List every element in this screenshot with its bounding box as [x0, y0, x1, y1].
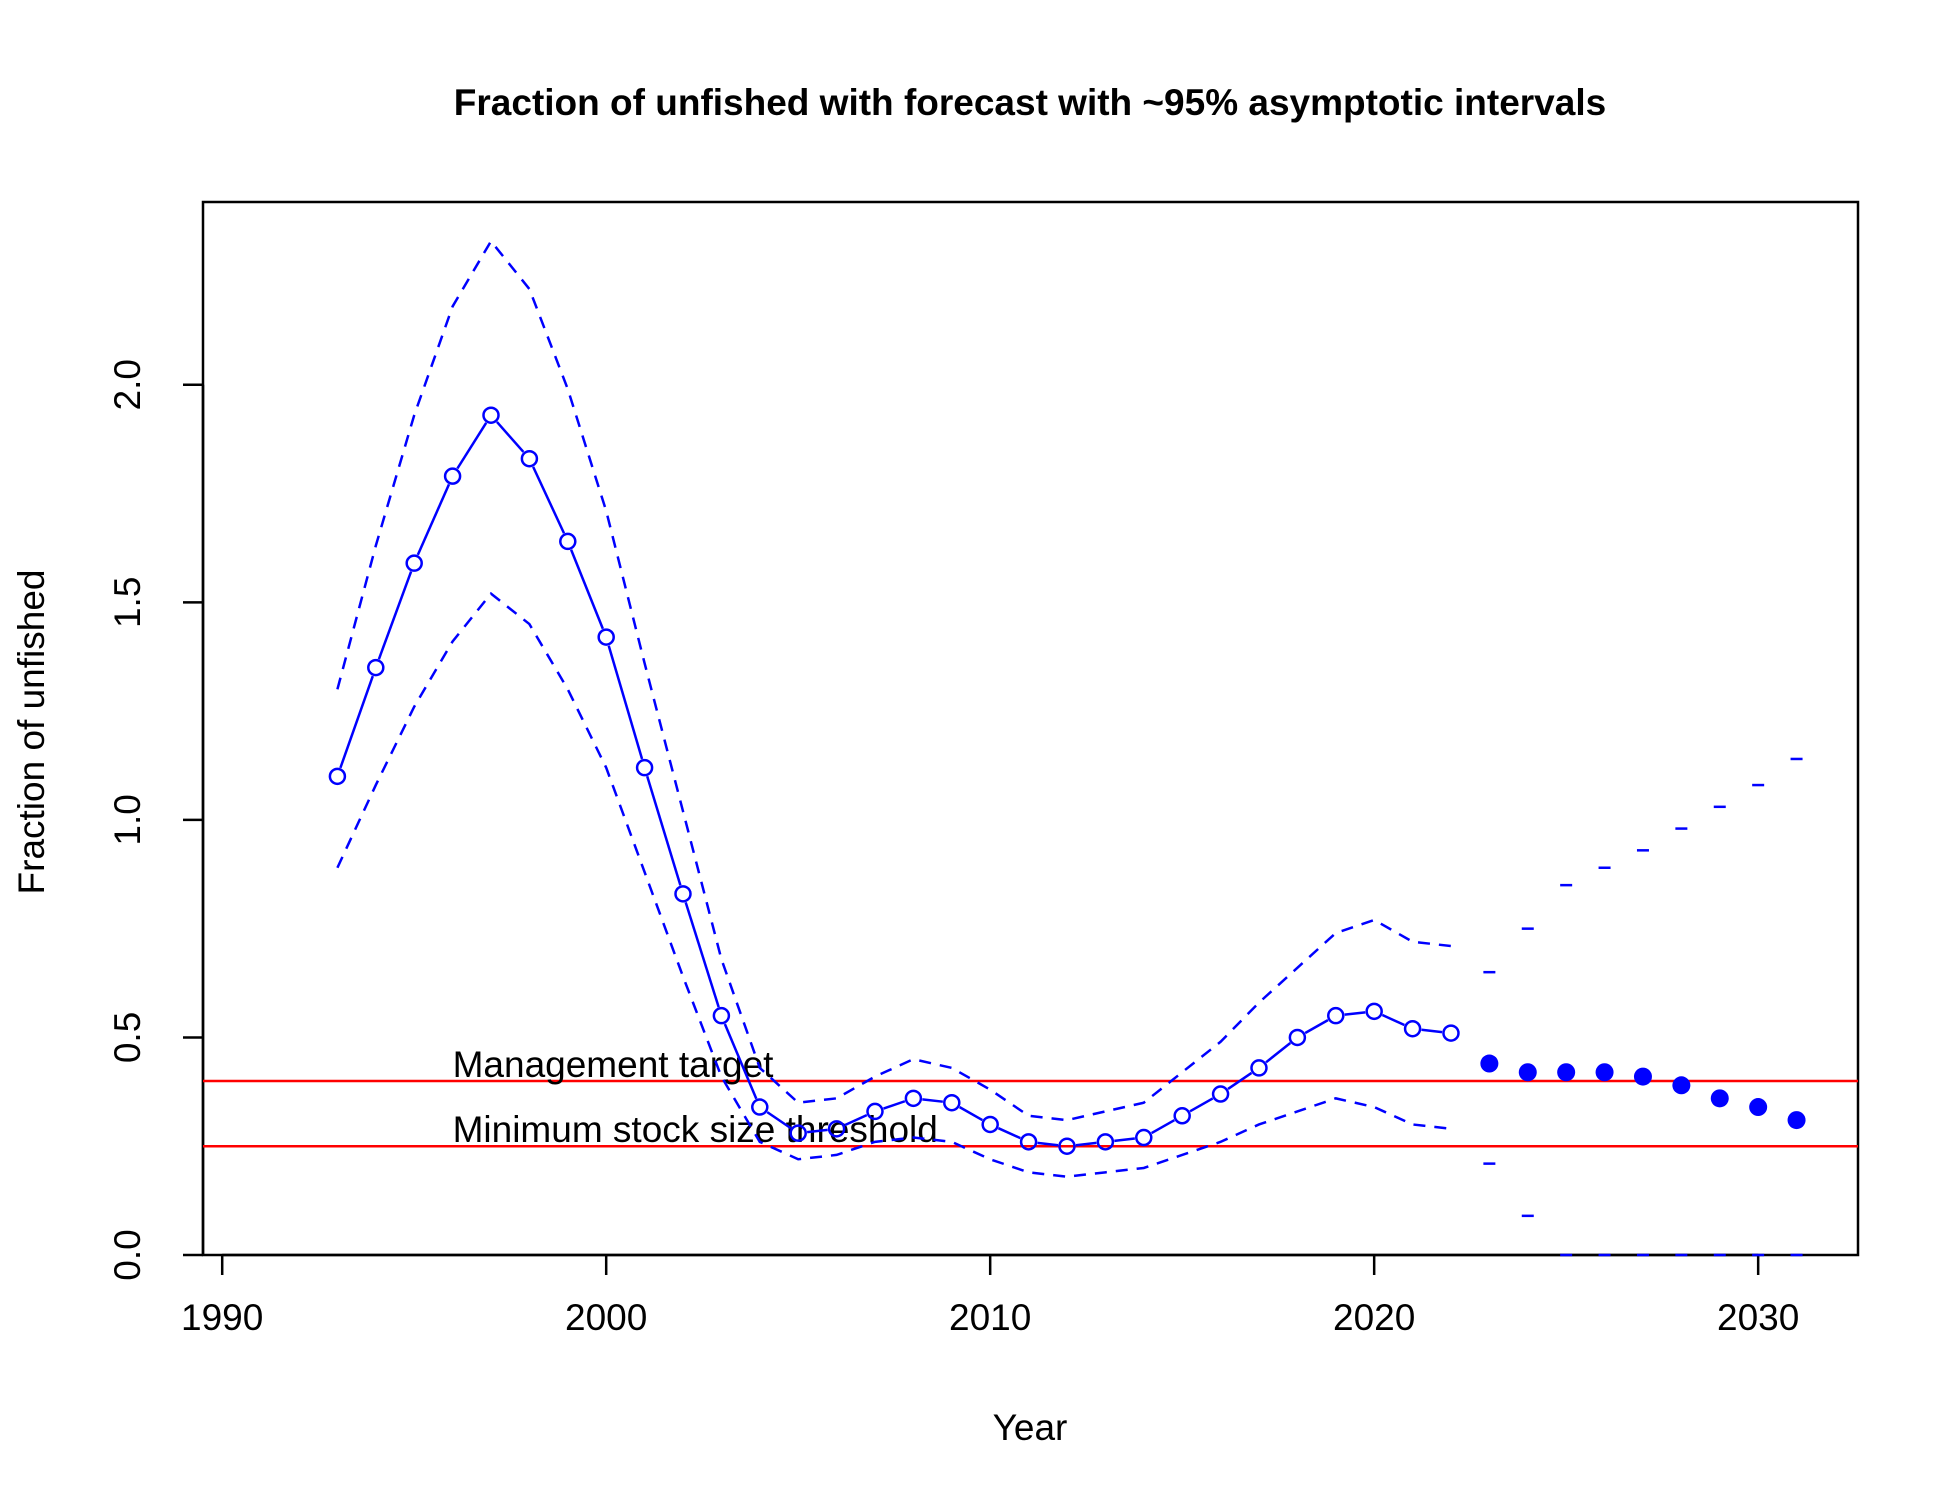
x-tick-label-2000: 2000 — [565, 1297, 647, 1338]
estimate-line-segment — [766, 1111, 792, 1130]
estimate-point-2010 — [981, 1115, 999, 1134]
estimate-line-segment — [456, 422, 488, 470]
estimate-point-2021 — [1403, 1019, 1422, 1038]
reference-label-0: Management target — [453, 1044, 775, 1085]
estimate-line-segment — [1150, 1119, 1175, 1135]
y-tick-label-0.0: 0.0 — [107, 1229, 148, 1280]
estimate-series — [328, 238, 1460, 1178]
forecast-point-2026 — [1595, 1063, 1614, 1082]
chart-title: Fraction of unfished with forecast with … — [454, 82, 1606, 123]
lower-interval-line — [336, 591, 1452, 1178]
plot-frame — [201, 200, 1860, 1257]
estimate-line-segment — [883, 1100, 906, 1110]
estimate-point-2007 — [866, 1102, 884, 1121]
estimate-line-segment — [339, 675, 374, 769]
estimate-line-segment — [1304, 1019, 1329, 1035]
estimate-line-segment — [1189, 1097, 1214, 1113]
estimate-line-segment — [922, 1098, 943, 1103]
estimate-line-segment — [496, 421, 525, 453]
estimate-point-2002 — [674, 885, 692, 903]
reference-label-1: Minimum stock size threshold — [453, 1109, 938, 1150]
estimate-point-2001 — [635, 758, 654, 777]
estimate-line-segment — [377, 571, 413, 660]
estimate-point-1999 — [559, 532, 577, 551]
estimate-line-segment — [1344, 1011, 1366, 1016]
estimate-line-segment — [1075, 1141, 1097, 1147]
estimate-point-2009 — [943, 1093, 961, 1112]
estimate-line-segment — [844, 1113, 868, 1127]
estimate-point-2018 — [1288, 1028, 1307, 1047]
y-tick-label-1.5: 1.5 — [107, 577, 148, 628]
x-tick-label-2020: 2020 — [1333, 1297, 1415, 1338]
estimate-point-2000 — [597, 628, 615, 646]
estimate-point-2017 — [1250, 1059, 1268, 1077]
y-tick-label-0.5: 0.5 — [107, 1012, 148, 1063]
upper-interval-line — [336, 238, 1452, 1122]
estimate-line-segment — [958, 1106, 983, 1122]
estimate-line-segment — [723, 1023, 758, 1100]
forecast-point-2024 — [1518, 1063, 1537, 1082]
estimate-line-segment — [997, 1127, 1021, 1140]
y-axis-label: Fraction of unfished — [11, 570, 52, 895]
estimate-point-2019 — [1327, 1006, 1345, 1025]
estimate-point-2004 — [751, 1098, 769, 1116]
estimate-point-2014 — [1135, 1128, 1153, 1147]
estimate-point-1995 — [405, 554, 423, 572]
y-tick-label-1.0: 1.0 — [107, 794, 148, 845]
forecast-point-2029 — [1710, 1089, 1729, 1108]
estimate-line-segment — [1037, 1141, 1059, 1147]
estimate-line-segment — [684, 902, 720, 1008]
forecast-point-2023 — [1480, 1054, 1499, 1073]
estimate-line-segment — [607, 645, 644, 760]
forecast-point-2031 — [1787, 1111, 1806, 1130]
x-axis: 1990 2000 2010 2020 2030 — [181, 1253, 1799, 1338]
estimate-point-2015 — [1173, 1107, 1191, 1125]
estimate-point-1994 — [367, 658, 385, 677]
estimate-point-2011 — [1019, 1133, 1038, 1151]
y-tick-label-2.0: 2.0 — [107, 359, 148, 410]
forecast-point-2027 — [1633, 1067, 1652, 1086]
estimate-point-2012 — [1058, 1137, 1076, 1155]
forecast-point-2030 — [1749, 1098, 1768, 1117]
estimate-line-segment — [1114, 1137, 1135, 1143]
estimate-line-segment — [569, 549, 604, 630]
x-tick-label-2010: 2010 — [949, 1297, 1031, 1338]
estimate-point-2020 — [1365, 1002, 1383, 1021]
x-tick-label-1990: 1990 — [181, 1297, 263, 1338]
estimate-line-segment — [532, 466, 566, 534]
estimate-line-segment — [806, 1128, 828, 1134]
estimate-line-segment — [646, 775, 682, 886]
estimate-line-segment — [1265, 1042, 1292, 1064]
estimate-point-2013 — [1096, 1133, 1115, 1151]
forecast-point-2025 — [1557, 1063, 1576, 1082]
estimate-point-2005 — [789, 1124, 807, 1142]
y-axis: 0.0 0.5 1.0 1.5 2.0 — [107, 359, 205, 1281]
estimate-point-1997 — [482, 406, 500, 424]
estimate-point-2003 — [712, 1006, 731, 1025]
reference-lines: Management target Minimum stock size thre… — [203, 1044, 1858, 1150]
estimate-point-2016 — [1211, 1085, 1230, 1103]
estimate-line-segment — [1381, 1013, 1405, 1027]
estimate-line-segment — [1421, 1028, 1443, 1034]
forecast-point-2028 — [1672, 1076, 1691, 1095]
forecast-series — [1480, 757, 1806, 1257]
x-tick-label-2030: 2030 — [1717, 1297, 1799, 1338]
estimate-line-segment — [416, 483, 451, 556]
estimate-point-1993 — [328, 767, 347, 786]
estimate-line-segment — [1227, 1071, 1253, 1090]
estimate-point-2006 — [827, 1120, 846, 1138]
estimate-point-2008 — [904, 1089, 923, 1108]
estimate-point-1996 — [443, 467, 462, 485]
estimate-point-1998 — [520, 449, 539, 468]
x-axis-label: Year — [993, 1407, 1068, 1448]
estimate-point-2022 — [1442, 1024, 1460, 1042]
